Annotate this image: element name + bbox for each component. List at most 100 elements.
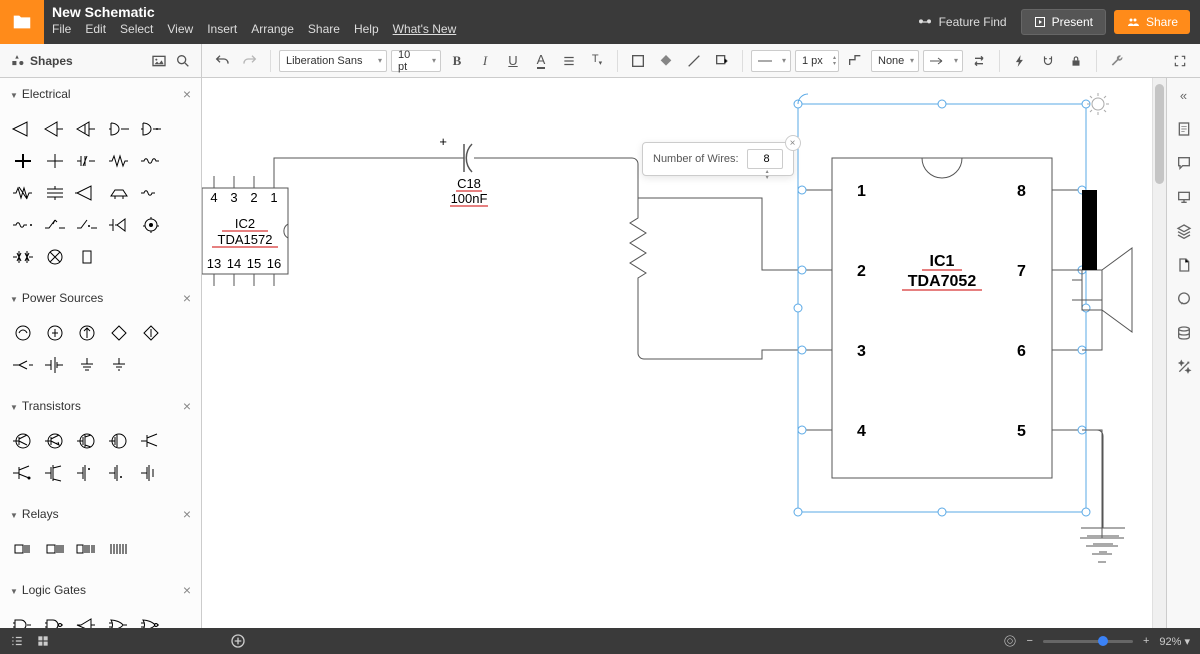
shape-item[interactable] xyxy=(8,534,38,564)
shape-item[interactable] xyxy=(40,178,70,208)
text-options-button[interactable]: T▾ xyxy=(585,49,609,73)
shape-item[interactable] xyxy=(104,458,134,488)
canvas[interactable]: 4 3 2 1 13 14 15 16 IC2 TDA1572 xyxy=(202,78,1166,628)
undo-button[interactable] xyxy=(210,49,234,73)
page-icon[interactable] xyxy=(1173,254,1195,276)
shape-item[interactable] xyxy=(8,146,38,176)
image-icon[interactable] xyxy=(151,53,167,69)
shape-item[interactable] xyxy=(136,114,166,144)
shape-item[interactable] xyxy=(136,210,166,240)
shape-item[interactable] xyxy=(72,146,102,176)
shape-item[interactable] xyxy=(72,114,102,144)
section-logic-gates[interactable]: ▼Logic Gates × xyxy=(0,574,201,606)
shape-item[interactable] xyxy=(136,146,166,176)
section-relays[interactable]: ▼Relays × xyxy=(0,498,201,530)
add-page-button[interactable] xyxy=(230,633,246,649)
shape-item[interactable] xyxy=(40,114,70,144)
shape-item[interactable] xyxy=(72,350,102,380)
clipboard-icon[interactable] xyxy=(1173,118,1195,140)
comment-icon[interactable] xyxy=(1173,152,1195,174)
shape-item[interactable] xyxy=(40,458,70,488)
shape-item[interactable] xyxy=(136,458,166,488)
fullscreen-button[interactable] xyxy=(1168,49,1192,73)
close-icon[interactable]: × xyxy=(183,398,191,414)
shape-item[interactable] xyxy=(104,350,134,380)
shape-item[interactable] xyxy=(72,318,102,348)
shape-item[interactable] xyxy=(8,210,38,240)
shape-item[interactable] xyxy=(8,426,38,456)
menu-insert[interactable]: Insert xyxy=(207,22,237,36)
shape-item[interactable] xyxy=(40,426,70,456)
feature-find-button[interactable]: Feature Find xyxy=(917,14,1007,30)
share-button[interactable]: Share xyxy=(1114,10,1190,34)
shape-item[interactable] xyxy=(136,610,166,628)
shape-item[interactable] xyxy=(40,350,70,380)
menu-whats-new[interactable]: What's New xyxy=(393,22,457,36)
app-logo[interactable] xyxy=(0,0,44,44)
zoom-slider[interactable] xyxy=(1043,640,1133,643)
grid-view-icon[interactable] xyxy=(36,634,50,648)
shape-item[interactable] xyxy=(8,114,38,144)
line-width-input[interactable]: 1 px▴▾ xyxy=(795,50,839,72)
shape-item[interactable] xyxy=(104,534,134,564)
underline-button[interactable]: U xyxy=(501,49,525,73)
text-color-button[interactable]: A xyxy=(529,49,553,73)
shape-item[interactable] xyxy=(72,242,102,272)
popover-close[interactable]: × xyxy=(785,135,801,151)
line-shape-button[interactable] xyxy=(843,49,867,73)
bold-button[interactable]: B xyxy=(445,49,469,73)
magnet-button[interactable] xyxy=(1036,49,1060,73)
menu-view[interactable]: View xyxy=(167,22,193,36)
shape-item[interactable] xyxy=(136,426,166,456)
capacitor-c18[interactable]: + C18 100nF xyxy=(439,134,488,206)
menu-file[interactable]: File xyxy=(52,22,71,36)
shape-item[interactable] xyxy=(104,114,134,144)
magic-icon[interactable] xyxy=(1173,356,1195,378)
data-icon[interactable] xyxy=(1173,322,1195,344)
shape-item[interactable] xyxy=(8,350,38,380)
menu-arrange[interactable]: Arrange xyxy=(251,22,294,36)
shape-item[interactable] xyxy=(8,242,38,272)
font-family-select[interactable]: Liberation Sans xyxy=(279,50,387,72)
wires-input[interactable] xyxy=(747,149,783,169)
italic-button[interactable]: I xyxy=(473,49,497,73)
shape-item[interactable] xyxy=(72,210,102,240)
shape-item[interactable] xyxy=(104,318,134,348)
arrow-end-select[interactable] xyxy=(923,50,963,72)
resistor[interactable] xyxy=(630,208,646,288)
section-electrical[interactable]: ▼Electrical × xyxy=(0,78,201,110)
close-icon[interactable]: × xyxy=(183,290,191,306)
shape-item[interactable] xyxy=(104,426,134,456)
arrow-start-select[interactable]: None xyxy=(871,50,919,72)
zoom-value[interactable]: 92% ▾ xyxy=(1159,635,1190,648)
shape-item[interactable] xyxy=(104,146,134,176)
shape-item[interactable] xyxy=(8,318,38,348)
redo-button[interactable] xyxy=(238,49,262,73)
menu-share[interactable]: Share xyxy=(308,22,340,36)
action-button[interactable] xyxy=(1008,49,1032,73)
line-style-select[interactable] xyxy=(751,50,791,72)
search-icon[interactable] xyxy=(175,53,191,69)
shape-item[interactable] xyxy=(104,178,134,208)
shape-item[interactable] xyxy=(104,610,134,628)
target-icon[interactable] xyxy=(1003,634,1017,648)
section-transistors[interactable]: ▼Transistors × xyxy=(0,390,201,422)
section-power-sources[interactable]: ▼Power Sources × xyxy=(0,282,201,314)
shape-item[interactable] xyxy=(8,178,38,208)
list-view-icon[interactable] xyxy=(10,634,24,648)
shape-item[interactable] xyxy=(40,534,70,564)
present-button[interactable]: Present xyxy=(1021,9,1106,35)
shape-item[interactable] xyxy=(136,318,166,348)
shape-item[interactable] xyxy=(72,178,102,208)
ic1-chip[interactable]: 1 2 3 4 8 7 6 5 IC1 TDA7052 xyxy=(794,93,1109,516)
shape-item[interactable] xyxy=(72,426,102,456)
layers-icon[interactable] xyxy=(1173,220,1195,242)
wrench-button[interactable] xyxy=(1105,49,1129,73)
ground[interactable] xyxy=(1080,430,1124,562)
chat-icon[interactable] xyxy=(1173,288,1195,310)
close-icon[interactable]: × xyxy=(183,86,191,102)
shape-item[interactable] xyxy=(136,178,166,208)
zoom-in[interactable]: + xyxy=(1143,635,1149,647)
close-icon[interactable]: × xyxy=(183,582,191,598)
shape-item[interactable] xyxy=(40,146,70,176)
